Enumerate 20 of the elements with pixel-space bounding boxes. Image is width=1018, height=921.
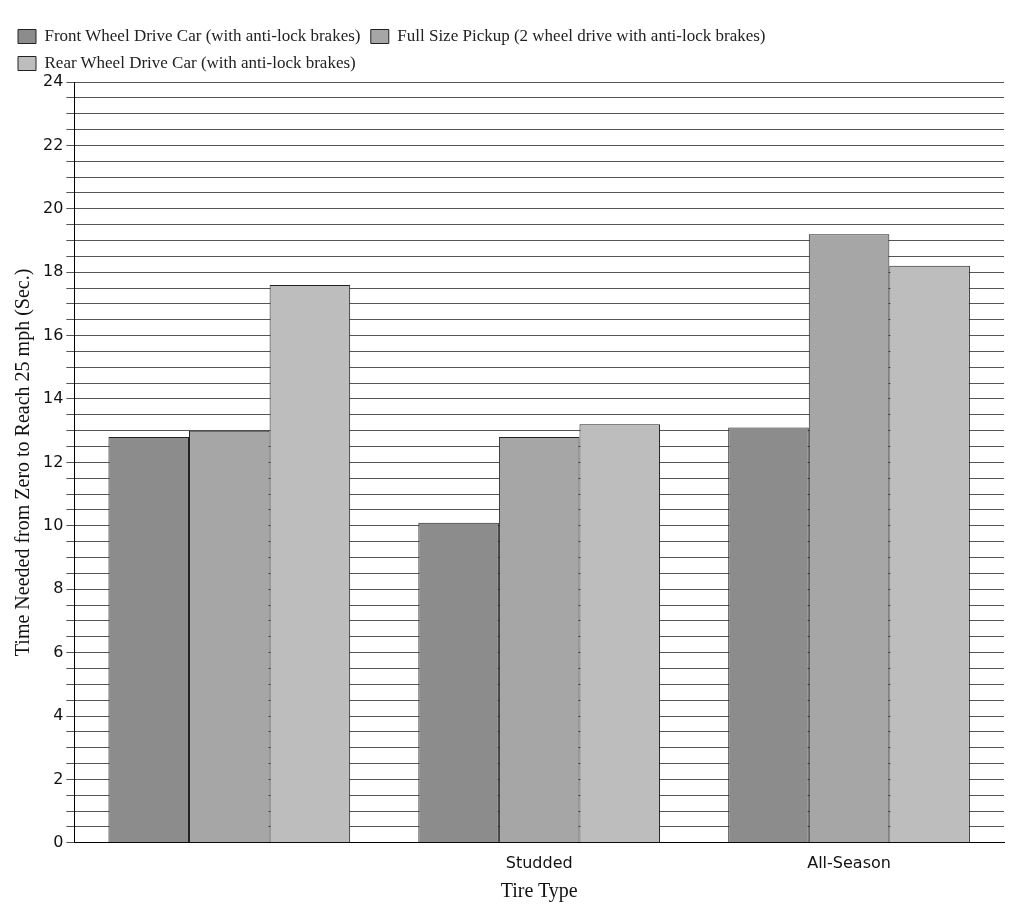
- y-tick-label: 4: [53, 705, 64, 725]
- legend-label: Full Size Pickup (2 wheel drive with anti-lock brakes): [397, 25, 766, 45]
- y-tick-label: 8: [53, 578, 64, 598]
- y-tick-label: 24: [43, 71, 64, 91]
- y-tick-label: 16: [43, 324, 64, 344]
- x-tick-label: Studded: [505, 852, 573, 872]
- y-tick-label: 2: [53, 768, 64, 788]
- y-tick-label: 20: [43, 197, 64, 217]
- x-axis-title: Tire Type: [500, 879, 578, 903]
- y-tick-label: 12: [43, 451, 64, 471]
- legend-label: Front Wheel Drive Car (with anti-lock brakes): [44, 25, 361, 45]
- y-tick-label: 14: [43, 388, 64, 408]
- y-tick-label: 6: [53, 641, 64, 661]
- y-tick-label: 10: [43, 514, 64, 534]
- y-tick-label: 0: [53, 831, 64, 851]
- y-tick-label: 22: [43, 134, 64, 154]
- y-tick-label: 18: [43, 261, 64, 281]
- x-tick-label: All-Season: [807, 852, 891, 872]
- legend-label: Rear Wheel Drive Car (with anti-lock brakes): [44, 52, 356, 72]
- y-axis-title: Time Needed from Zero to Reach 25 mph (Sec.): [11, 268, 35, 657]
